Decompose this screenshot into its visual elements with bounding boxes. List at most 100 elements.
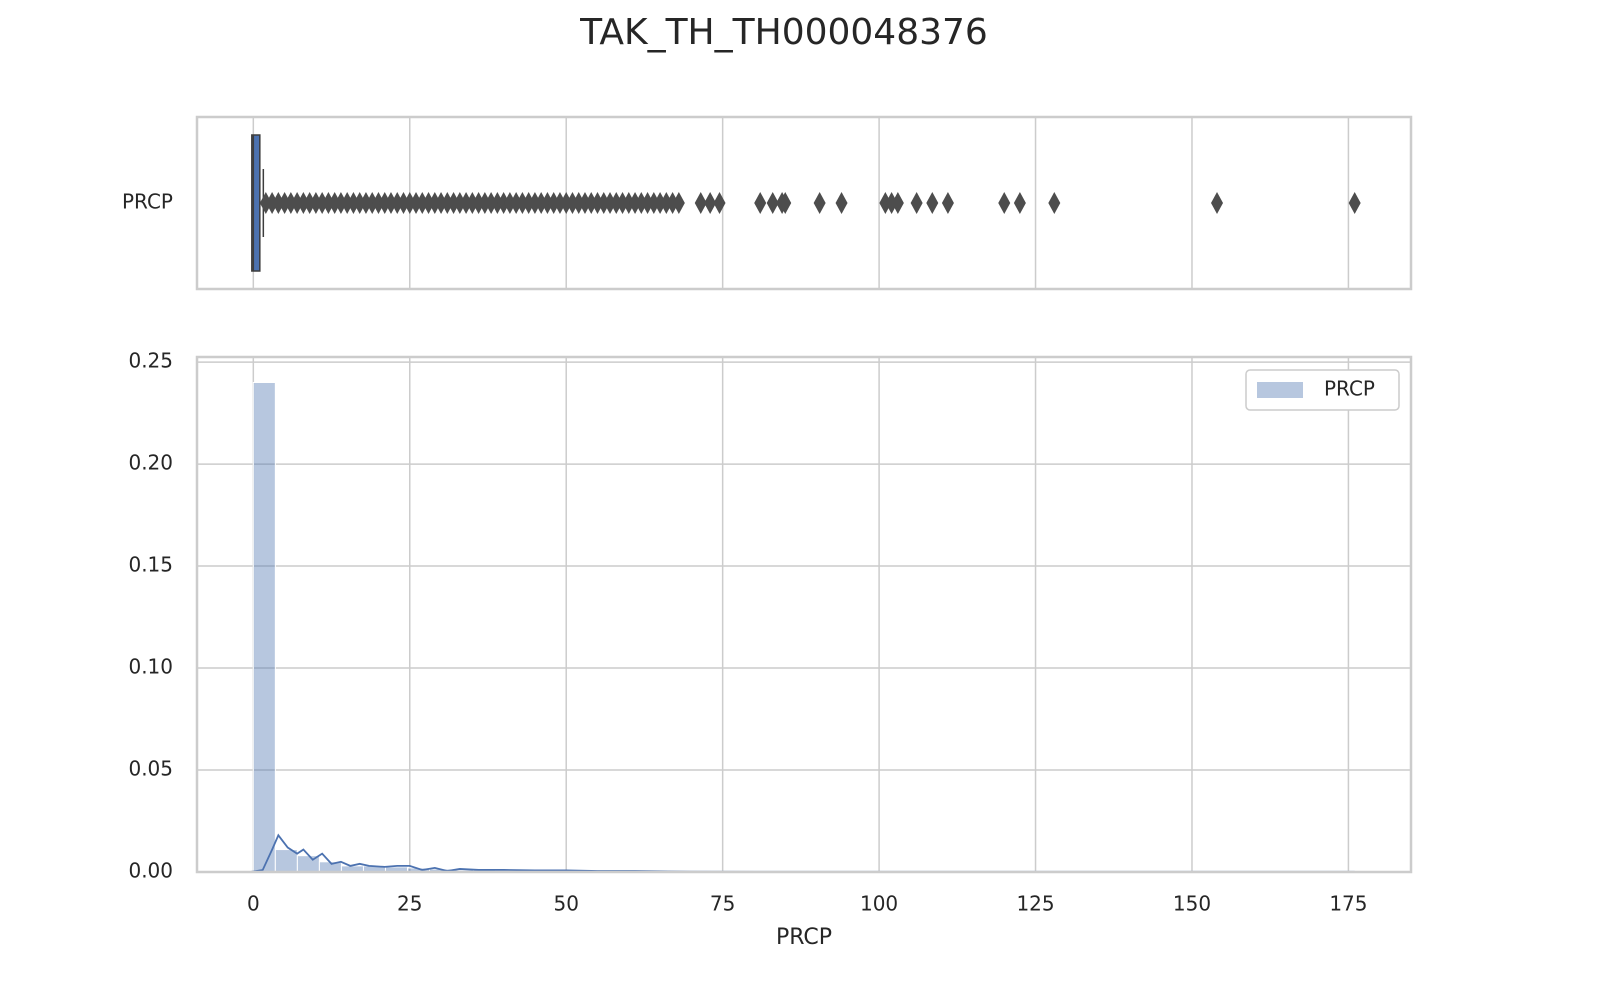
y-tick-label: 0.15 <box>128 553 173 577</box>
flier <box>754 192 767 214</box>
flier <box>297 192 310 214</box>
y-tick-label: 0.10 <box>128 655 173 679</box>
flier <box>713 192 726 214</box>
flier <box>835 192 848 214</box>
flier <box>403 192 416 214</box>
flier <box>378 192 391 214</box>
axes-frame <box>195 355 1413 874</box>
flier <box>341 192 354 214</box>
y-tick-label: 0.05 <box>128 757 173 781</box>
flier <box>910 192 923 214</box>
flier <box>485 192 498 214</box>
flier <box>885 192 898 214</box>
legend-box <box>1245 369 1400 411</box>
flier <box>522 192 535 214</box>
flier <box>291 192 304 214</box>
flier <box>547 192 560 214</box>
flier <box>359 192 372 214</box>
flier <box>491 192 504 214</box>
flier <box>322 192 335 214</box>
flier <box>366 192 379 214</box>
flier <box>553 192 566 214</box>
flier <box>616 192 629 214</box>
flier <box>622 192 635 214</box>
x-tick-label: 25 <box>397 892 422 916</box>
x-tick-label: 100 <box>860 892 898 916</box>
flier <box>1211 192 1224 214</box>
flier <box>309 192 322 214</box>
flier <box>472 192 485 214</box>
flier <box>635 192 648 214</box>
flier <box>578 192 591 214</box>
flier <box>641 192 654 214</box>
flier <box>453 192 466 214</box>
flier <box>998 192 1011 214</box>
bar <box>252 381 276 873</box>
flier <box>879 192 892 214</box>
flier <box>259 192 272 214</box>
flier <box>316 192 329 214</box>
flier <box>278 192 291 214</box>
flier <box>272 192 285 214</box>
x-tick-label: 150 <box>1173 892 1211 916</box>
x-tick-label: 175 <box>1329 892 1367 916</box>
figure-title: TAK_TH_TH000048376 <box>579 12 988 53</box>
flier <box>1048 192 1061 214</box>
y-tick-label: 0.25 <box>128 349 173 373</box>
bar <box>274 849 298 873</box>
flier <box>660 192 673 214</box>
x-tick-label: 0 <box>247 892 260 916</box>
flier <box>478 192 491 214</box>
flier <box>566 192 579 214</box>
flier <box>516 192 529 214</box>
flier <box>328 192 341 214</box>
x-tick-label: 50 <box>553 892 578 916</box>
flier <box>1348 192 1361 214</box>
flier <box>460 192 473 214</box>
flier <box>654 192 667 214</box>
flier <box>397 192 410 214</box>
x-tick-label: 75 <box>710 892 735 916</box>
x-axis-label: PRCP <box>776 925 832 950</box>
axes-frame <box>195 115 1413 291</box>
y-tick-label: 0.20 <box>128 451 173 475</box>
flier <box>447 192 460 214</box>
flier <box>334 192 347 214</box>
flier <box>428 192 441 214</box>
flier <box>541 192 554 214</box>
flier <box>941 192 954 214</box>
box <box>251 134 261 272</box>
flier <box>266 192 279 214</box>
flier <box>372 192 385 214</box>
flier <box>647 192 660 214</box>
flier <box>704 192 717 214</box>
flier <box>303 192 316 214</box>
flier <box>926 192 939 214</box>
kde-line <box>250 833 1355 873</box>
flier <box>560 192 573 214</box>
flier <box>666 192 679 214</box>
flier <box>391 192 404 214</box>
flier <box>585 192 598 214</box>
flier <box>629 192 642 214</box>
flier <box>535 192 548 214</box>
flier <box>1013 192 1026 214</box>
flier <box>353 192 366 214</box>
flier <box>422 192 435 214</box>
flier <box>591 192 604 214</box>
flier <box>441 192 454 214</box>
flier <box>604 192 617 214</box>
flier <box>891 192 904 214</box>
flier <box>284 192 297 214</box>
y-tick-label: 0.00 <box>128 859 173 883</box>
x-tick-label: 125 <box>1016 892 1054 916</box>
legend-swatch <box>1257 382 1303 398</box>
flier <box>510 192 523 214</box>
flier <box>497 192 510 214</box>
flier <box>572 192 585 214</box>
flier <box>766 192 779 214</box>
flier <box>410 192 423 214</box>
flier <box>416 192 429 214</box>
flier <box>694 192 707 214</box>
